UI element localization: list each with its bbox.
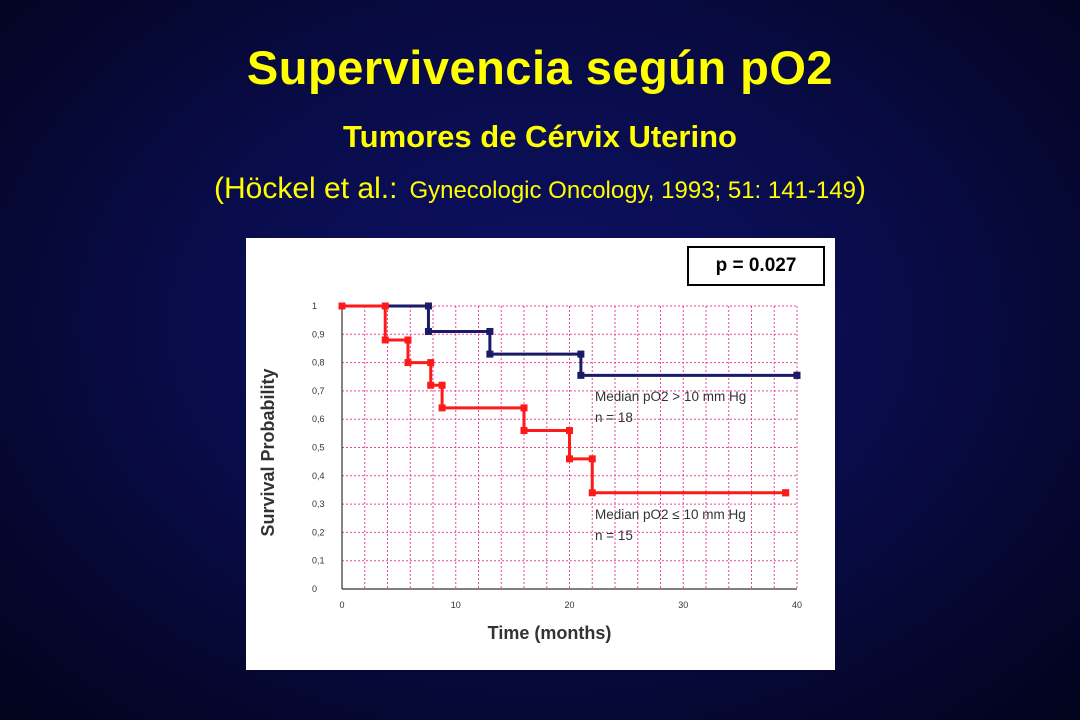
slide-title: Supervivencia según pO2	[246, 41, 834, 94]
event-marker	[782, 489, 790, 497]
event-marker	[566, 455, 573, 463]
survival-chart: 0 0,1 0,2 0,3 0,4 0,5 0,6 0,7 0,8 0,9 1 0 10 20 30 40 Ti…	[246, 238, 835, 670]
event-marker	[588, 455, 596, 463]
event-marker	[427, 381, 435, 389]
y-tick-label: 1	[312, 301, 317, 311]
event-marker	[577, 350, 585, 358]
event-marker	[566, 427, 573, 435]
event-marker	[404, 336, 412, 344]
y-tick-label: 0,8	[312, 358, 325, 368]
citation-close: )	[855, 172, 866, 205]
event-marker	[438, 404, 446, 412]
event-marker	[424, 327, 432, 335]
event-marker	[577, 371, 585, 379]
event-marker	[520, 427, 528, 435]
survival-line-low-po2	[342, 304, 786, 495]
p-value-box: p = 0.027	[687, 246, 825, 286]
series-n-high-po2: n = 18	[595, 410, 633, 425]
x-tick-label: 0	[339, 600, 344, 610]
citation: (Höckel et al.: Gynecologic Oncology, 199…	[0, 172, 1080, 206]
event-marker	[793, 371, 801, 379]
event-marker	[381, 336, 389, 344]
y-tick-label: 0,2	[312, 527, 325, 537]
series-n-low-po2: n = 15	[595, 528, 633, 543]
y-tick-label: 0,4	[312, 471, 325, 481]
x-axis-title: Time (months)	[488, 623, 612, 643]
event-marker	[486, 327, 494, 335]
event-marker	[438, 381, 446, 389]
event-marker	[381, 302, 389, 310]
x-tick-label: 30	[678, 600, 688, 610]
y-tick-label: 0,7	[312, 386, 325, 396]
y-tick-label: 0,9	[312, 329, 325, 339]
survival-line-high-po2	[342, 304, 797, 377]
slide-subtitle: Tumores de Cérvix Uterino	[343, 119, 737, 154]
x-tick-label: 10	[451, 600, 461, 610]
series-label-high-po2: Median pO2 > 10 mm Hg	[595, 389, 746, 404]
event-marker	[404, 359, 412, 367]
event-marker	[338, 302, 346, 310]
event-marker	[424, 302, 432, 310]
event-marker	[588, 489, 596, 497]
y-tick-label: 0,6	[312, 414, 325, 424]
y-tick-label: 0,1	[312, 556, 325, 566]
x-tick-label: 20	[564, 600, 574, 610]
y-tick-label: 0,3	[312, 499, 325, 509]
citation-journal: Gynecologic Oncology, 1993; 51: 141-149	[409, 177, 856, 204]
event-marker	[520, 404, 528, 412]
x-tick-label: 40	[792, 600, 802, 610]
y-axis-title: Survival Probability	[258, 368, 278, 536]
y-tick-label: 0,5	[312, 443, 325, 453]
event-marker	[427, 359, 435, 367]
event-marker	[486, 350, 494, 358]
chart-svg: 00,10,20,30,40,50,60,70,80,910 10 20 30 40Ti…	[258, 301, 802, 643]
series-label-low-po2: Median pO2 ≤ 10 mm Hg	[595, 507, 746, 522]
y-tick-label: 0	[312, 584, 317, 594]
citation-authors: (Höckel et al.:	[214, 172, 398, 205]
